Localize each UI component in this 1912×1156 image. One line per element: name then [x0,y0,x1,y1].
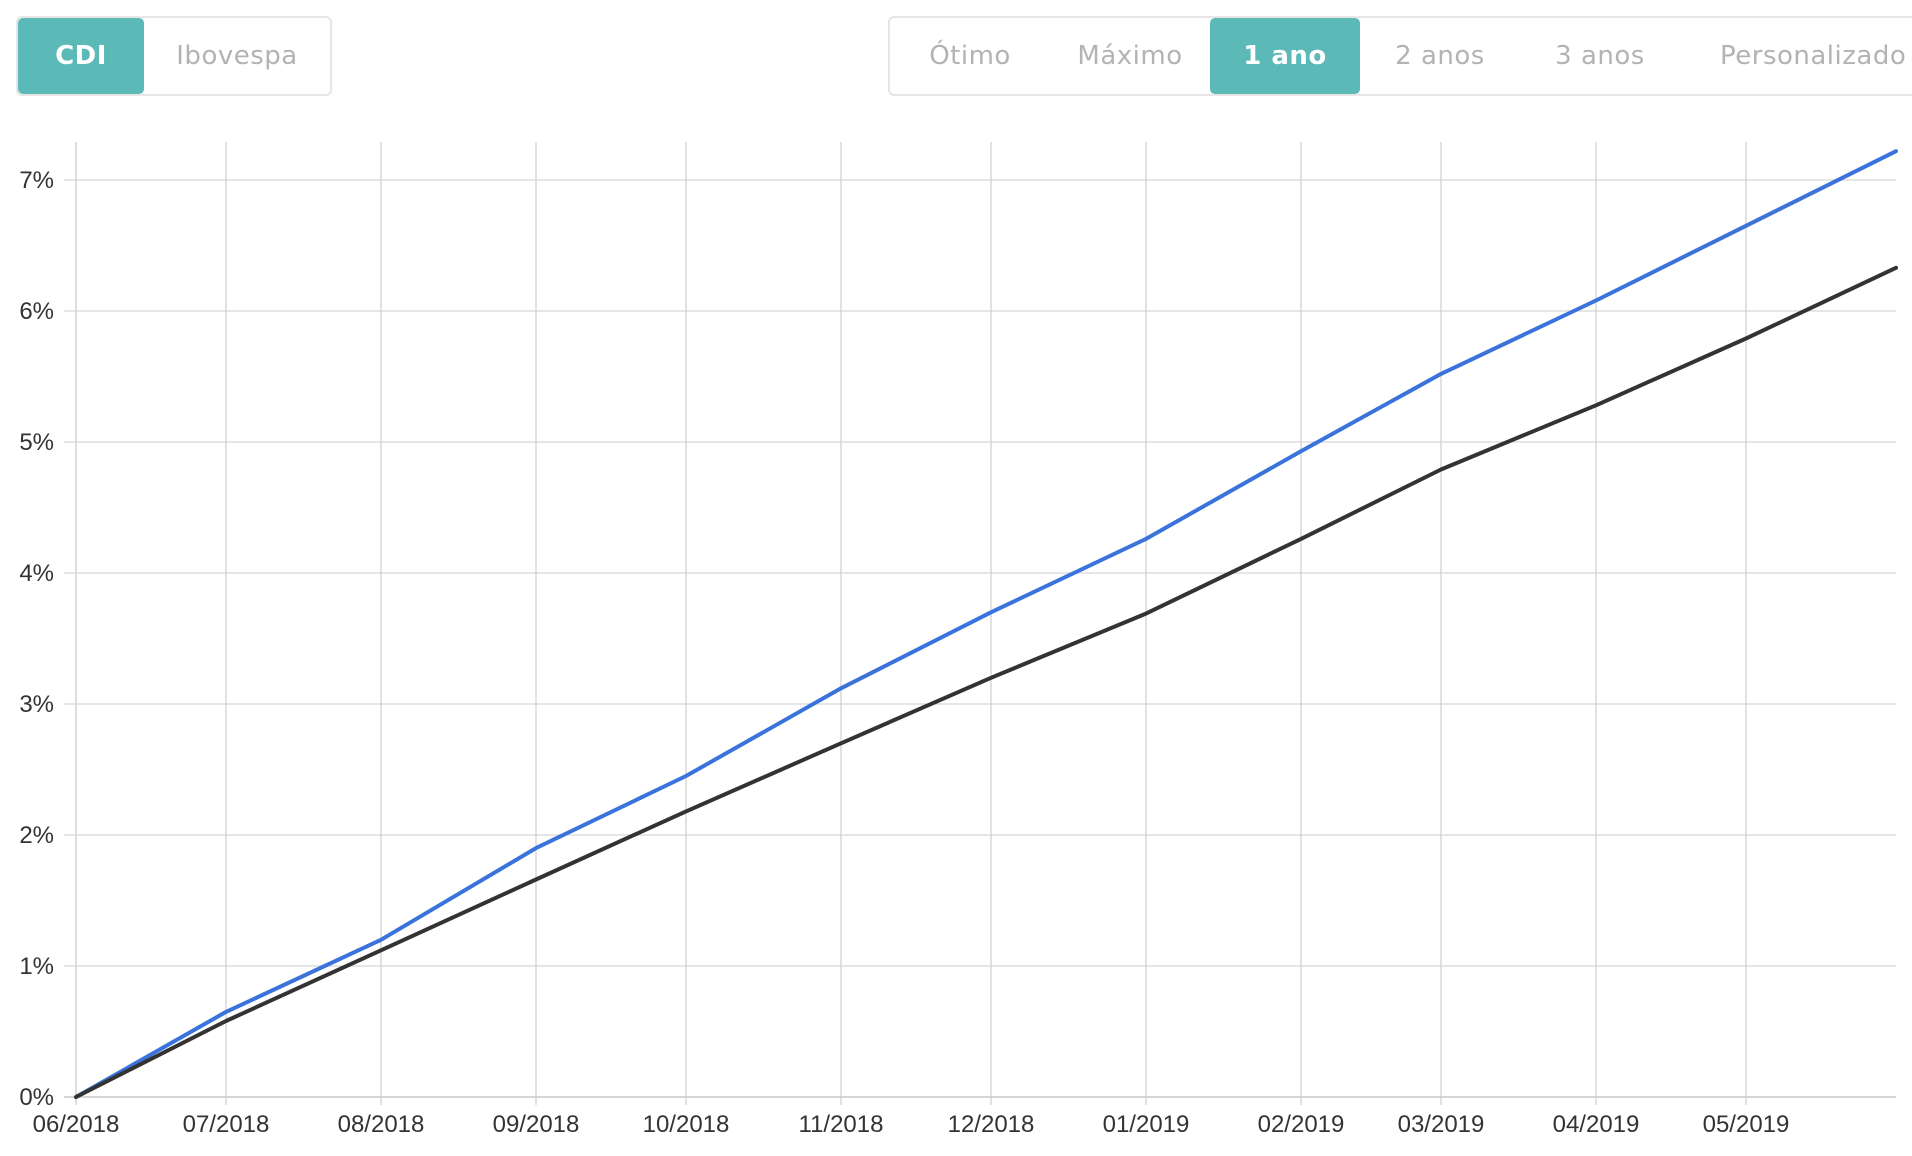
chart-series [74,149,1898,1099]
x-tick-label: 04/2019 [1553,1111,1640,1138]
benchmark-selector: CDI Ibovespa [16,16,332,96]
y-tick-label: 7% [19,167,54,194]
y-tick-label: 5% [19,429,54,456]
tab-1-ano[interactable]: 1 ano [1210,18,1360,94]
x-tick-label: 05/2019 [1703,1111,1790,1138]
x-tick-label: 02/2019 [1258,1111,1345,1138]
tab-3-anos[interactable]: 3 anos [1555,41,1645,71]
period-selector: Ótimo Máximo 1 ano 2 anos 3 anos Persona… [888,16,1912,96]
x-tick-label: 12/2018 [948,1111,1035,1138]
x-tick-label: 03/2019 [1398,1111,1485,1138]
y-tick-label: 3% [19,691,54,718]
y-tick-label: 2% [19,822,54,849]
y-tick-label: 1% [19,953,54,980]
x-tick-label: 07/2018 [183,1111,270,1138]
y-tick-label: 6% [19,298,54,325]
x-tick-label: 08/2018 [338,1111,425,1138]
tab-2-anos[interactable]: 2 anos [1395,41,1485,71]
fund-return-line [74,149,1898,1099]
x-tick-label: 10/2018 [643,1111,730,1138]
x-tick-label: 11/2018 [799,1111,884,1138]
chart-labels: 0% 1% 2% 3% 4% 5% 6% 7% 06/2018 07/2018 08/2018 09/… [19,167,1789,1138]
tab-maximo[interactable]: Máximo [1077,41,1183,71]
x-tick-label: 06/2018 [33,1111,120,1138]
x-tick-label: 09/2018 [493,1111,580,1138]
cdi-return-line [74,265,1898,1099]
tab-cdi[interactable]: CDI [18,18,144,94]
tab-ibovespa[interactable]: Ibovespa [176,41,298,71]
tab-otimo[interactable]: Ótimo [929,41,1011,71]
y-tick-label: 0% [19,1084,54,1111]
performance-chart: 0% 1% 2% 3% 4% 5% 6% 7% 06/2018 07/2018 08/2018 09/… [19,142,1898,1138]
y-tick-label: 4% [19,560,54,587]
tab-personalizado[interactable]: Personalizado [1720,41,1907,71]
chart-grid [64,142,1896,1105]
x-tick-label: 01/2019 [1103,1111,1190,1138]
